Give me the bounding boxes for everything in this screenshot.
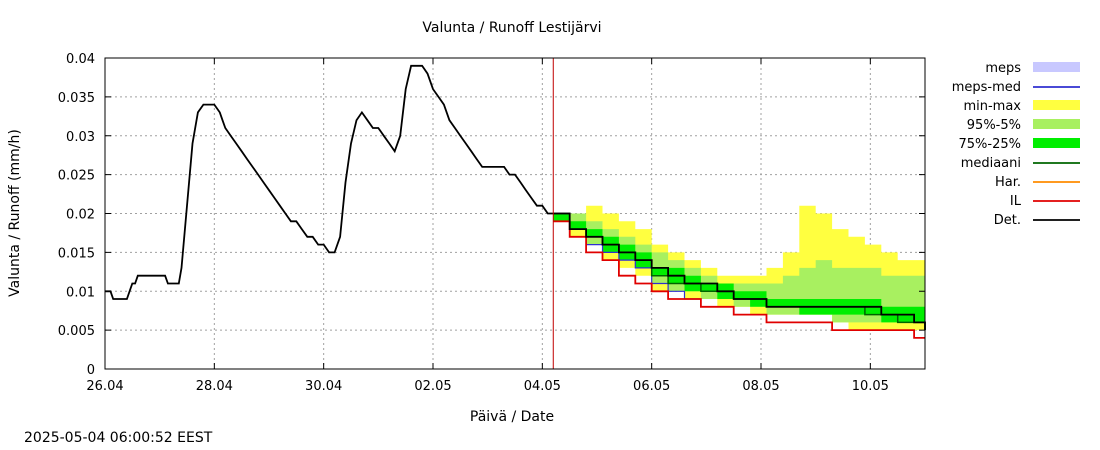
x-tick-label: 10.05 [852,379,889,394]
band-75-25 [553,213,925,331]
y-tick-label: 0.01 [66,285,95,300]
legend-swatch [1033,62,1080,72]
legend-label: mediaani [961,156,1021,171]
legend-label: 95%-5% [967,118,1021,133]
x-tick-label: 30.04 [305,379,342,394]
x-tick-label: 06.05 [633,379,670,394]
y-tick-label: 0.025 [58,169,95,184]
line-il [553,220,925,339]
legend-swatch [1033,119,1080,129]
x-tick-label: 08.05 [742,379,779,394]
x-tick-label: 04.05 [524,379,561,394]
legend-label: meps-med [952,80,1021,95]
legend-label: meps [985,61,1021,76]
legend-swatch [1033,100,1080,110]
y-tick-label: 0.035 [58,91,95,106]
y-axis-ticks: 0 0.005 0.01 0.015 0.02 0.025 0.03 0.035 0.04 [58,52,925,378]
y-tick-label: 0 [87,363,95,378]
legend: meps meps-med min-max 95%-5% 75%-25% mediaani… [952,61,1080,228]
y-axis-label: Valunta / Runoff (mm/h) [7,129,23,297]
legend-label: Det. [994,213,1021,228]
y-tick-label: 0.015 [58,246,95,261]
x-tick-label: 26.04 [86,379,123,394]
legend-label: min-max [963,99,1021,114]
x-axis-label: Päivä / Date [470,409,554,425]
x-tick-label: 02.05 [414,379,451,394]
line-det-observed [105,64,554,300]
legend-label: 75%-25% [959,137,1021,152]
band-95-5 [553,213,925,323]
y-tick-label: 0.005 [58,324,95,339]
x-tick-label: 28.04 [196,379,233,394]
forecast-bands [553,205,925,331]
y-tick-label: 0.02 [66,208,95,223]
y-tick-label: 0.04 [66,52,95,67]
legend-swatch [1033,138,1080,148]
y-tick-label: 0.03 [66,130,95,145]
chart-title: Valunta / Runoff Lestijärvi [422,20,601,36]
legend-label: Har. [995,175,1021,190]
line-det-forecast [553,212,926,331]
x-axis-ticks: 26.04 28.04 30.04 02.05 04.05 06.05 08.05 10.05 [86,58,889,394]
series-lines [105,58,926,369]
legend-label: IL [1010,194,1022,209]
timestamp: 2025-05-04 06:00:52 EEST [24,430,213,446]
